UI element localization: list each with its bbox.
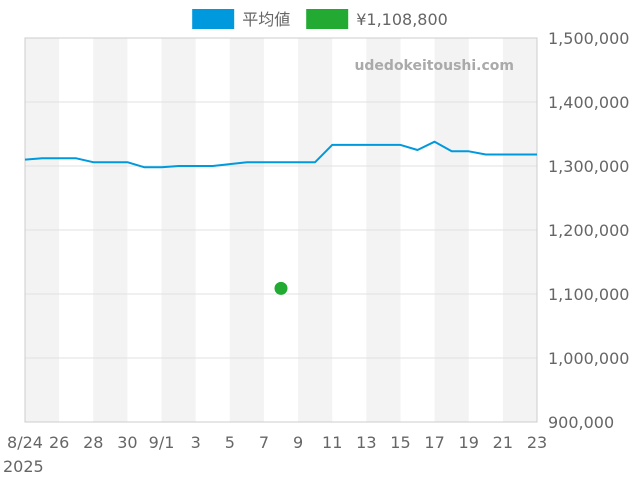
x-tick-label: 3 bbox=[191, 433, 201, 452]
x-tick-label: 19 bbox=[459, 433, 479, 452]
x-tick-label: 9/1 bbox=[149, 433, 175, 452]
x-tick-label: 5 bbox=[225, 433, 235, 452]
x-tick-label: 8/24 bbox=[7, 433, 43, 452]
watermark: udedokeitoushi.com bbox=[354, 58, 514, 74]
y-tick-label: 1,100,000 bbox=[548, 285, 629, 304]
series-point-price bbox=[274, 281, 288, 295]
x-axis-year-label: 2025 bbox=[3, 457, 44, 476]
legend-swatch bbox=[192, 9, 235, 29]
x-tick-label: 7 bbox=[259, 433, 269, 452]
x-tick-label: 11 bbox=[322, 433, 342, 452]
series-line-average bbox=[24, 140, 537, 169]
y-tick-label: 1,000,000 bbox=[548, 349, 629, 368]
y-tick-label: 900,000 bbox=[548, 413, 614, 432]
y-tick-label: 1,300,000 bbox=[548, 157, 629, 176]
y-tick-label: 1,200,000 bbox=[548, 221, 629, 240]
x-tick-label: 15 bbox=[390, 433, 410, 452]
plot-frame bbox=[24, 37, 538, 423]
x-tick-label: 28 bbox=[83, 433, 103, 452]
legend-label: ¥1,108,800 bbox=[356, 10, 448, 29]
legend: 平均値 ¥1,108,800 bbox=[192, 9, 448, 29]
x-tick-label: 30 bbox=[117, 433, 137, 452]
x-axis-labels: 8/24 26 28 30 9/1 3 5 7 9 11 13 15 17 19 21 23 bbox=[7, 433, 547, 452]
x-tick-label: 13 bbox=[356, 433, 376, 452]
series-layer bbox=[24, 140, 537, 295]
x-tick-label: 17 bbox=[424, 433, 444, 452]
x-tick-label: 23 bbox=[527, 433, 547, 452]
x-tick-label: 26 bbox=[49, 433, 69, 452]
y-axis-labels: 1,500,000 1,400,000 1,300,000 1,200,000 1,10… bbox=[548, 29, 629, 432]
legend-swatch bbox=[306, 9, 349, 29]
legend-label: 平均値 bbox=[242, 10, 290, 29]
y-tick-label: 1,500,000 bbox=[548, 29, 629, 48]
x-tick-label: 9 bbox=[293, 433, 303, 452]
y-tick-label: 1,400,000 bbox=[548, 93, 629, 112]
x-tick-label: 21 bbox=[493, 433, 513, 452]
